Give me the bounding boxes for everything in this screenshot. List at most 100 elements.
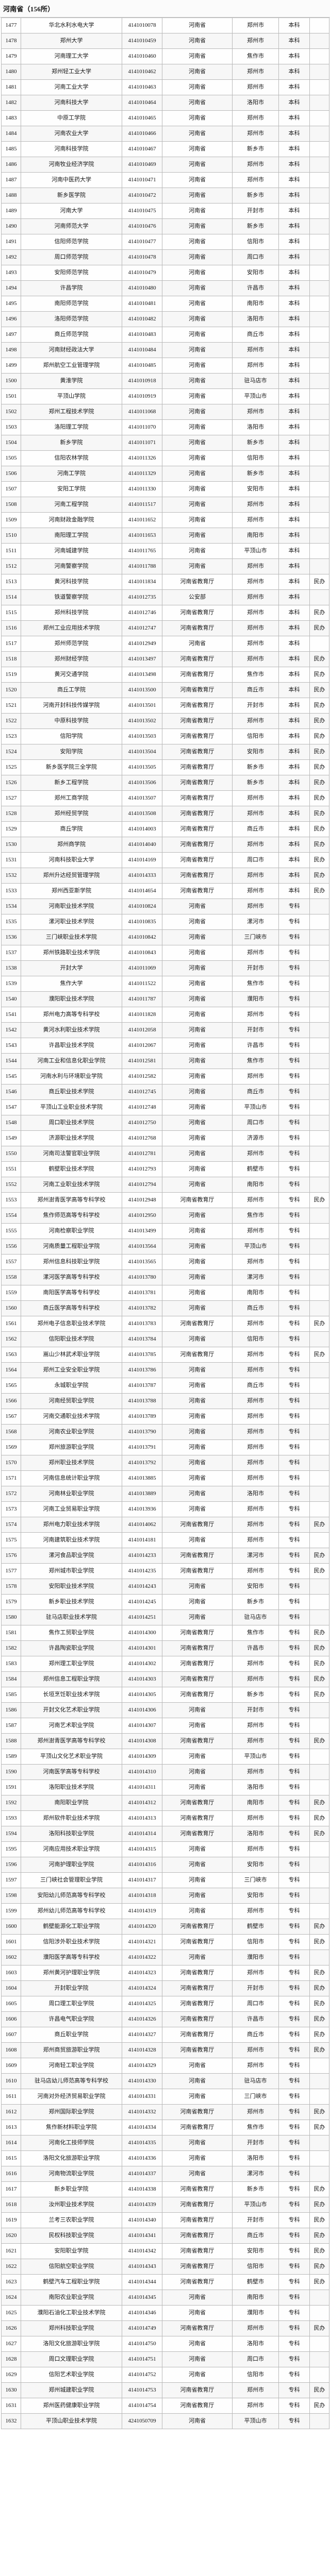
- school-code: 4141014333: [122, 868, 162, 884]
- row-index: 1550: [1, 1146, 21, 1162]
- school-code: 4141010482: [122, 311, 162, 327]
- governing-dept: 河南省: [162, 2305, 233, 2321]
- city: 洛阳市: [232, 2150, 279, 2166]
- school-type: 民办: [309, 759, 329, 775]
- education-level: 本科: [278, 481, 310, 497]
- city: 开封市: [232, 1980, 279, 1996]
- education-level: 本科: [278, 358, 310, 374]
- school-type: [309, 95, 329, 111]
- city: 郑州市: [232, 512, 279, 528]
- education-level: 本科: [278, 373, 310, 389]
- school-type: [309, 1486, 329, 1502]
- school-name: 商丘学院: [21, 821, 122, 837]
- school-code: 4141013783: [122, 1316, 162, 1332]
- school-type: [309, 1780, 329, 1795]
- row-index: 1539: [1, 976, 21, 992]
- school-name: 河南交通职业技术学院: [21, 1409, 122, 1425]
- school-name: 郑州财经学院: [21, 651, 122, 667]
- education-level: 本科: [278, 636, 310, 652]
- school-name: 鹤壁职业技术学院: [21, 1161, 122, 1177]
- city: 商丘市: [232, 327, 279, 343]
- table-row: 1479 河南理工大学 4141010460 河南省 焦作市 本科: [1, 48, 329, 64]
- table-row: 1523 信阳学院 4141013503 河南省教育厅 信阳市 本科 民办: [1, 728, 329, 744]
- school-type: 民办: [309, 2382, 329, 2398]
- city: 新乡市: [232, 1687, 279, 1703]
- education-level: 专科: [278, 1347, 310, 1363]
- row-index: 1490: [1, 218, 21, 234]
- school-name: 郑州城建职业学院: [21, 2382, 122, 2398]
- school-type: [309, 929, 329, 945]
- education-level: 本科: [278, 48, 310, 64]
- school-name: 汝州职业技术学院: [21, 2197, 122, 2213]
- school-code: 4141014749: [122, 2320, 162, 2336]
- school-name: 郑州工业安全职业学院: [21, 1362, 122, 1378]
- governing-dept: 河南省教育厅: [162, 1810, 233, 1826]
- education-level: 本科: [278, 218, 310, 234]
- row-index: 1619: [1, 2212, 21, 2228]
- governing-dept: 河南省: [162, 1872, 233, 1888]
- row-index: 1499: [1, 358, 21, 374]
- row-index: 1622: [1, 2259, 21, 2275]
- school-code: 4141013500: [122, 682, 162, 698]
- school-name: 新乡学院: [21, 435, 122, 451]
- school-code: 4141010462: [122, 64, 162, 80]
- table-row: 1626 郑州科技职业学院 4141014749 河南省教育厅 郑州市 专科 民办: [1, 2320, 329, 2336]
- table-row: 1571 河南信息统计职业学院 4141013885 河南省 郑州市 专科: [1, 1470, 329, 1486]
- city: 焦作市: [232, 976, 279, 992]
- row-index: 1530: [1, 837, 21, 853]
- table-row: 1538 开封大学 4141011069 河南省 开封市 专科: [1, 960, 329, 976]
- school-name: 河南艺术职业学院: [21, 1718, 122, 1734]
- school-type: [309, 2089, 329, 2105]
- governing-dept: 河南省: [162, 1409, 233, 1425]
- school-type: 民办: [309, 1810, 329, 1826]
- city: 郑州市: [232, 1254, 279, 1270]
- city: 驻马店市: [232, 1609, 279, 1625]
- school-name: 鹤壁汽车工程职业学院: [21, 2274, 122, 2290]
- education-level: 本科: [278, 280, 310, 296]
- governing-dept: 河南省教育厅: [162, 1671, 233, 1687]
- city: 南阳市: [232, 1177, 279, 1193]
- education-level: 专科: [278, 1470, 310, 1486]
- school-name: 郑州工商学院: [21, 790, 122, 806]
- city: 周口市: [232, 852, 279, 868]
- education-level: 专科: [278, 1099, 310, 1115]
- city: 郑州市: [232, 342, 279, 358]
- school-code: 4141014330: [122, 2073, 162, 2089]
- education-level: 本科: [278, 141, 310, 157]
- row-index: 1613: [1, 2120, 21, 2136]
- city: 郑州市: [232, 899, 279, 914]
- education-level: 本科: [278, 404, 310, 420]
- education-level: 专科: [278, 1888, 310, 1904]
- governing-dept: 河南省: [162, 1903, 233, 1919]
- governing-dept: 河南省: [162, 2290, 233, 2306]
- governing-dept: 河南省: [162, 18, 233, 33]
- school-code: 4141010485: [122, 358, 162, 374]
- education-level: 专科: [278, 2259, 310, 2275]
- school-type: [309, 2336, 329, 2352]
- row-index: 1576: [1, 1548, 21, 1564]
- table-row: 1598 安阳幼儿师范高等专科学校 4141014318 河南省 安阳市 专科: [1, 1888, 329, 1904]
- education-level: 专科: [278, 1316, 310, 1332]
- governing-dept: 河南省: [162, 2135, 233, 2151]
- governing-dept: 河南省: [162, 1378, 233, 1394]
- row-index: 1518: [1, 651, 21, 667]
- school-name: 新乡职业技术学院: [21, 1594, 122, 1610]
- row-index: 1496: [1, 311, 21, 327]
- city: 安阳市: [232, 2243, 279, 2259]
- school-name: 郑州电子信息职业技术学院: [21, 1316, 122, 1332]
- table-row: 1549 济源职业技术学院 4141012768 河南省 济源市 专科: [1, 1130, 329, 1146]
- row-index: 1534: [1, 899, 21, 914]
- governing-dept: 河南省教育厅: [162, 1934, 233, 1950]
- governing-dept: 河南省教育厅: [162, 667, 233, 683]
- governing-dept: 河南省: [162, 1223, 233, 1239]
- school-code: 4141014245: [122, 1594, 162, 1610]
- school-type: [309, 899, 329, 914]
- school-code: 4141011653: [122, 528, 162, 544]
- row-index: 1611: [1, 2089, 21, 2105]
- table-row: 1552 河南工业职业技术学院 4141012794 河南省 南阳市 专科: [1, 1177, 329, 1193]
- education-level: 专科: [278, 945, 310, 961]
- school-code: 4141014310: [122, 1764, 162, 1780]
- education-level: 本科: [278, 713, 310, 729]
- education-level: 专科: [278, 1007, 310, 1023]
- school-type: [309, 141, 329, 157]
